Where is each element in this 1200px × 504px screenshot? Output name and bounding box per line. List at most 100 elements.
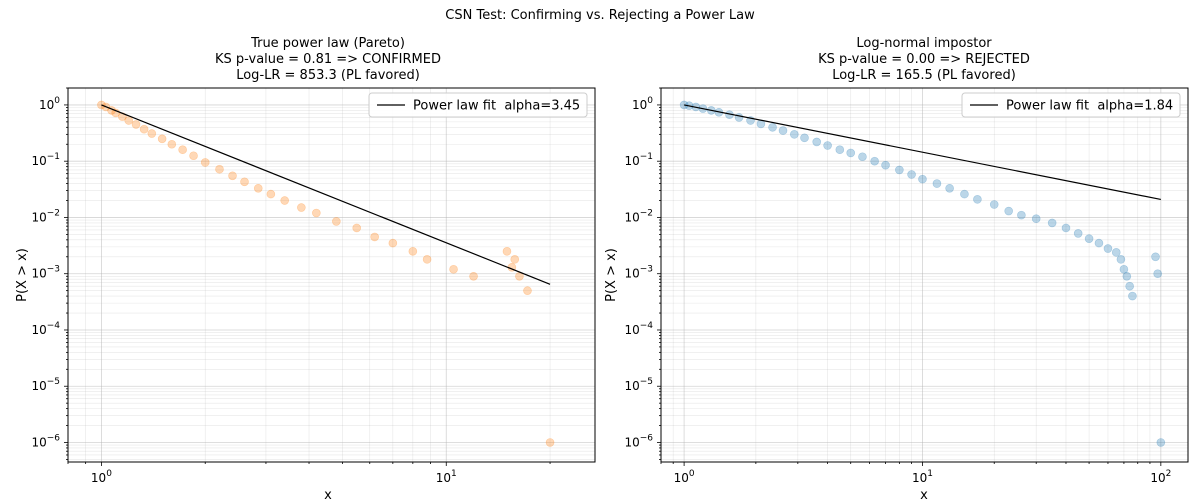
y-tick-label: 10−2 bbox=[624, 208, 653, 224]
data-point bbox=[523, 286, 532, 295]
data-point bbox=[545, 438, 555, 447]
data-point bbox=[502, 247, 512, 256]
data-point bbox=[253, 183, 263, 193]
data-point bbox=[768, 123, 777, 132]
data-point bbox=[1094, 238, 1104, 248]
x-axis-label: x bbox=[920, 488, 928, 503]
data-point bbox=[973, 195, 982, 204]
data-point bbox=[1031, 214, 1041, 224]
data-point bbox=[178, 145, 187, 155]
data-point bbox=[1111, 248, 1121, 257]
data-point bbox=[1128, 291, 1137, 301]
chart-title-line-3: Log-LR = 853.3 (PL favored) bbox=[236, 68, 420, 83]
data-point bbox=[907, 170, 916, 179]
x-tick-label: 100 bbox=[674, 469, 695, 485]
data-point bbox=[895, 165, 904, 175]
data-point bbox=[449, 264, 458, 274]
plot-area-right: 100 101 102 100 10−1 10−2 10−3 10−4 10−5 10−6 Powe… bbox=[624, 87, 1189, 485]
ticks: 100 101 102 100 10−1 10−2 10−3 10−4 10−5 10−6 bbox=[624, 87, 1171, 485]
data-point bbox=[200, 158, 210, 167]
data-point bbox=[823, 141, 832, 150]
data-point bbox=[790, 130, 799, 139]
y-tick-label: 10−4 bbox=[31, 321, 60, 337]
data-point bbox=[1084, 234, 1094, 243]
data-point bbox=[846, 148, 856, 158]
chart-title-line-2: KS p-value = 0.00 => REJECTED bbox=[818, 52, 1030, 67]
data-point bbox=[918, 174, 927, 184]
data-point bbox=[1017, 210, 1026, 220]
data-point bbox=[297, 203, 306, 212]
data-point bbox=[812, 137, 822, 147]
chart-title-line-1: Log-normal impostor bbox=[856, 36, 992, 51]
data-point bbox=[1125, 281, 1134, 291]
x-tick-label: 102 bbox=[1150, 469, 1171, 485]
scatter-series bbox=[679, 100, 1166, 447]
data-point bbox=[167, 139, 177, 149]
axes-frame bbox=[660, 87, 1189, 463]
x-tick-label: 100 bbox=[91, 469, 112, 485]
grid bbox=[67, 87, 595, 462]
data-point bbox=[1116, 255, 1126, 264]
x-tick-label: 101 bbox=[912, 469, 933, 485]
y-tick-label: 10−5 bbox=[31, 377, 60, 393]
data-point bbox=[370, 232, 379, 242]
axes-frame bbox=[67, 87, 596, 463]
y-axis-label: P(X > x) bbox=[15, 248, 30, 302]
data-point bbox=[157, 134, 167, 144]
y-tick-label: 10−1 bbox=[31, 152, 60, 168]
y-tick-label: 10−4 bbox=[624, 321, 653, 337]
data-point bbox=[469, 271, 478, 281]
data-point bbox=[858, 152, 867, 162]
data-point bbox=[734, 113, 744, 122]
data-point bbox=[1151, 252, 1160, 262]
data-point bbox=[408, 247, 418, 256]
data-point bbox=[124, 116, 134, 125]
data-point bbox=[1156, 438, 1166, 447]
data-point bbox=[189, 151, 198, 161]
y-tick-label: 10−5 bbox=[624, 377, 653, 393]
legend-box bbox=[368, 92, 588, 118]
y-tick-label: 10−6 bbox=[624, 433, 653, 449]
ticks: 100 101 100 10−1 10−2 10−3 10−4 10−5 10−6 bbox=[31, 87, 551, 485]
chart-title-line-2: KS p-value = 0.81 => CONFIRMED bbox=[215, 52, 441, 67]
data-point bbox=[1047, 218, 1057, 228]
legend: Power law fit alpha=1.84 bbox=[961, 92, 1181, 118]
data-point bbox=[989, 200, 999, 209]
data-point bbox=[881, 160, 890, 170]
chart-panel-right: Log-normal impostor KS p-value = 0.00 =>… bbox=[604, 36, 1189, 503]
data-point bbox=[778, 126, 788, 135]
data-point bbox=[835, 145, 845, 155]
data-point bbox=[215, 164, 224, 174]
data-point bbox=[932, 179, 942, 188]
data-point bbox=[510, 255, 520, 264]
y-tick-label: 10−1 bbox=[624, 152, 653, 168]
y-tick-label: 10−6 bbox=[31, 433, 60, 449]
data-point bbox=[240, 177, 249, 187]
data-point bbox=[332, 217, 341, 226]
data-point bbox=[280, 196, 289, 205]
data-point bbox=[1061, 223, 1071, 233]
data-point bbox=[1103, 244, 1113, 253]
data-point bbox=[139, 124, 149, 134]
y-tick-label: 10−2 bbox=[31, 208, 60, 224]
chart-title-line-1: True power law (Pareto) bbox=[250, 36, 405, 51]
y-tick-label: 10−3 bbox=[31, 265, 60, 281]
data-point bbox=[228, 171, 237, 181]
y-tick-label: 10−3 bbox=[624, 265, 653, 281]
data-point bbox=[131, 120, 141, 129]
y-tick-label: 100 bbox=[39, 96, 60, 112]
legend-box bbox=[961, 92, 1181, 118]
data-point bbox=[1073, 229, 1083, 238]
data-point bbox=[388, 238, 398, 248]
fit-line bbox=[683, 104, 1161, 201]
data-point bbox=[800, 133, 809, 143]
fit-line bbox=[101, 104, 551, 285]
legend-label: Power law fit alpha=1.84 bbox=[1006, 99, 1173, 114]
data-point bbox=[312, 208, 321, 218]
chart-title-line-3: Log-LR = 165.5 (PL favored) bbox=[832, 68, 1016, 83]
data-point bbox=[1122, 271, 1132, 281]
legend: Power law fit alpha=3.45 bbox=[368, 92, 588, 118]
legend-label: Power law fit alpha=3.45 bbox=[413, 99, 580, 114]
data-point bbox=[422, 255, 432, 264]
